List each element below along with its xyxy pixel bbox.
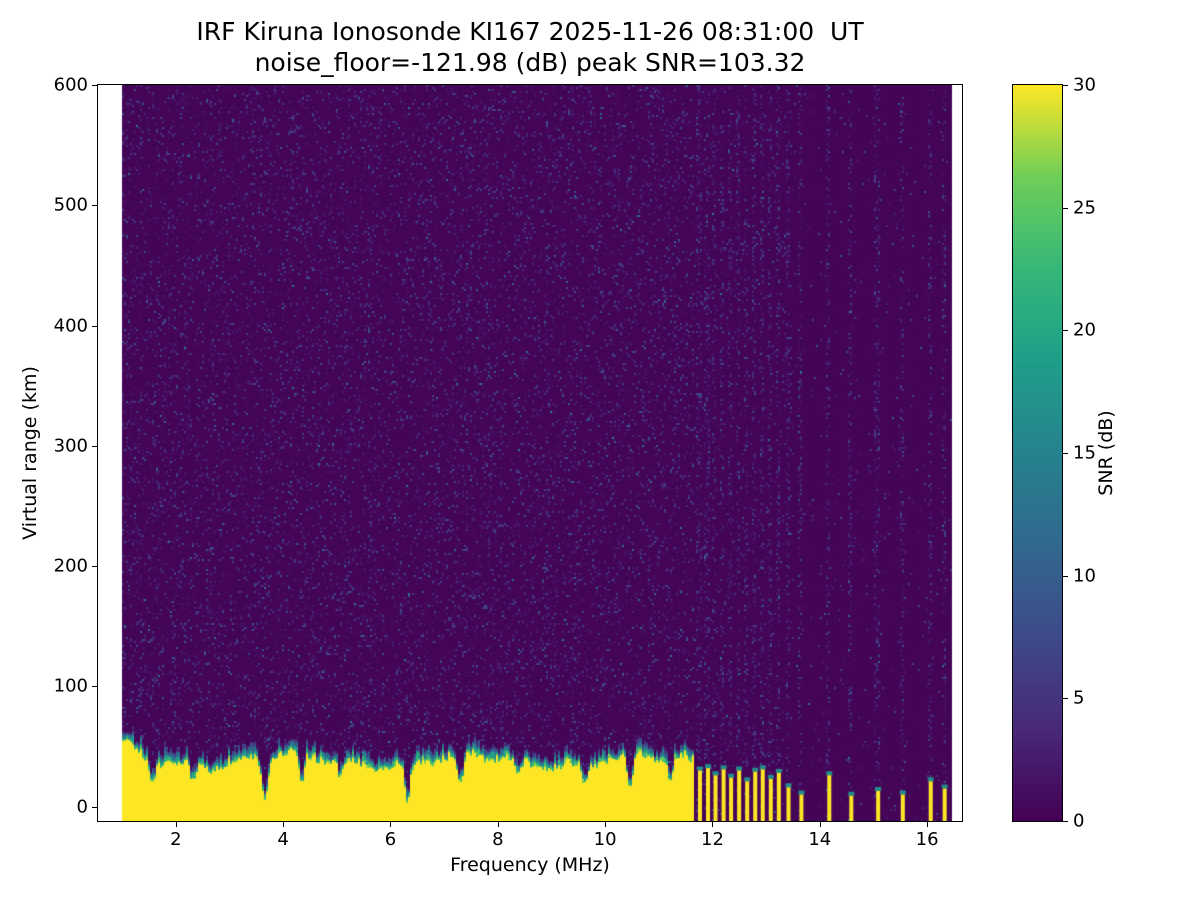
x-tick-label: 14: [808, 829, 832, 850]
colorbar-tick-mark: [1063, 207, 1068, 209]
colorbar-tick-mark: [1063, 453, 1068, 454]
x-tick-mark: [497, 822, 499, 827]
x-tick-mark: [819, 822, 821, 827]
colorbar-tick-label: 30: [1073, 74, 1096, 96]
x-tick-label: 10: [593, 829, 617, 850]
x-tick-mark: [605, 822, 607, 827]
x-axis-label: Frequency (MHz): [450, 854, 610, 876]
colorbar-tick-label: 25: [1073, 197, 1096, 219]
colorbar-tick-label: 5: [1073, 687, 1085, 709]
y-tick-mark: [92, 445, 97, 447]
x-tick-label: 12: [701, 829, 724, 850]
y-tick-label: 500: [53, 194, 88, 216]
x-tick-mark: [283, 822, 285, 827]
colorbar-tick-label: 15: [1073, 442, 1096, 464]
x-tick-mark: [712, 822, 714, 827]
y-tick-mark: [92, 85, 97, 86]
colorbar-tick-mark: [1063, 330, 1068, 332]
y-tick-mark: [92, 686, 97, 688]
colorbar-tick-label: 10: [1073, 565, 1096, 587]
y-tick-label: 0: [76, 796, 88, 818]
y-tick-mark: [92, 205, 97, 207]
y-tick-label: 600: [53, 74, 88, 96]
colorbar-label: SNR (dB): [1095, 410, 1117, 496]
y-tick-mark: [92, 806, 97, 808]
x-tick-mark: [175, 822, 177, 827]
y-tick-label: 200: [53, 555, 88, 577]
plot-frame: [97, 84, 963, 822]
figure-title: IRF Kiruna Ionosonde KI167 2025-11-26 08…: [97, 16, 963, 78]
colorbar-tick-label: 20: [1073, 319, 1096, 341]
x-tick-label: 16: [915, 829, 939, 850]
x-tick-label: 8: [492, 829, 504, 850]
x-tick-label: 2: [170, 829, 182, 850]
y-tick-label: 300: [53, 435, 88, 457]
y-tick-mark: [92, 325, 97, 327]
x-tick-label: 4: [277, 829, 289, 850]
ionogram-heatmap: [98, 85, 962, 821]
x-tick-mark: [390, 822, 392, 827]
y-tick-label: 400: [53, 315, 88, 337]
colorbar-tick-mark: [1063, 821, 1068, 822]
figure-title-line2: noise_floor=-121.98 (dB) peak SNR=103.32: [254, 48, 806, 77]
y-tick-mark: [92, 566, 97, 568]
colorbar-frame: [1012, 84, 1063, 822]
colorbar-tick-mark: [1063, 698, 1068, 700]
colorbar-tick-mark: [1063, 575, 1068, 577]
y-tick-label: 100: [53, 675, 88, 697]
colorbar-gradient: [1013, 85, 1062, 821]
colorbar-tick-label: 0: [1073, 810, 1085, 832]
x-tick-label: 6: [384, 829, 397, 850]
x-tick-mark: [927, 822, 929, 827]
figure-title-line1: IRF Kiruna Ionosonde KI167 2025-11-26 08…: [196, 17, 864, 46]
colorbar-tick-mark: [1063, 85, 1068, 86]
